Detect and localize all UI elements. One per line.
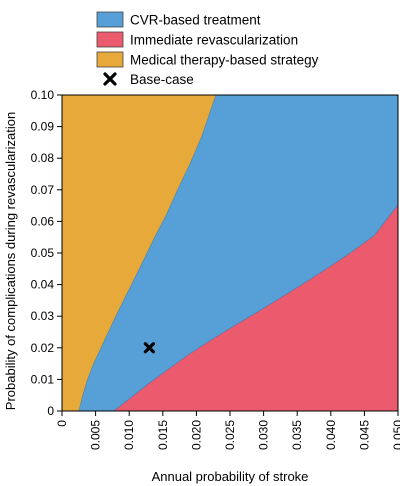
x-axis-title: Annual probability of stroke [152,469,309,484]
x-tick-label: 0 [55,420,69,427]
x-tick-label: 0.040 [324,420,338,450]
axes: 0 0.01 0.02 0.03 0.04 0.05 0.06 0.07 0.08 0.09 0.1… [31,88,400,450]
y-tick-label: 0.06 [31,214,55,228]
legend-label: Base-case [130,72,194,87]
region-immediate-revascularization [113,204,398,411]
y-tick-label: 0.01 [31,372,55,386]
y-tick-label: 0.10 [31,88,55,102]
y-tick-label: 0.09 [31,120,55,134]
y-tick-label: 0.07 [31,183,55,197]
legend: CVR-based treatment Immediate revasculari… [96,11,319,87]
plot-area [62,94,399,412]
legend-swatch [96,51,124,68]
y-tick-label: 0.02 [31,341,55,355]
legend-label: CVR-based treatment [130,13,261,28]
legend-swatch [96,11,124,28]
y-axis-title: Probability of complications during reva… [3,112,18,410]
region-medical-therapy [62,95,216,411]
legend-label: Medical therapy-based strategy [130,53,319,68]
boundary-cvr-immediate [113,204,399,412]
x-tick-label: 0.020 [189,420,203,450]
x-tick-label: 0.045 [357,420,371,450]
x-tick-label: 0.015 [156,420,170,450]
y-tick-label: 0.03 [31,309,55,323]
legend-swatch [96,31,124,48]
x-tick-label: 0.035 [290,420,304,450]
base-case-x-icon [143,342,155,354]
x-tick-label: 0.030 [257,420,271,450]
y-tick-label: 0.05 [31,246,55,260]
x-tick-label: 0.010 [122,420,136,450]
x-tick-label: 0.005 [89,420,103,450]
y-tick-label: 0.04 [31,278,55,292]
legend-base-case-x-icon [103,72,117,86]
y-tick-label: 0.08 [31,151,55,165]
x-tick-label: 0.050 [391,420,400,450]
base-case-marker [143,342,155,354]
y-tick-label: 0 [47,404,54,418]
boundary-medical-cvr [78,94,217,412]
x-tick-label: 0.025 [223,420,237,450]
legend-label: Immediate revascularization [130,33,298,48]
